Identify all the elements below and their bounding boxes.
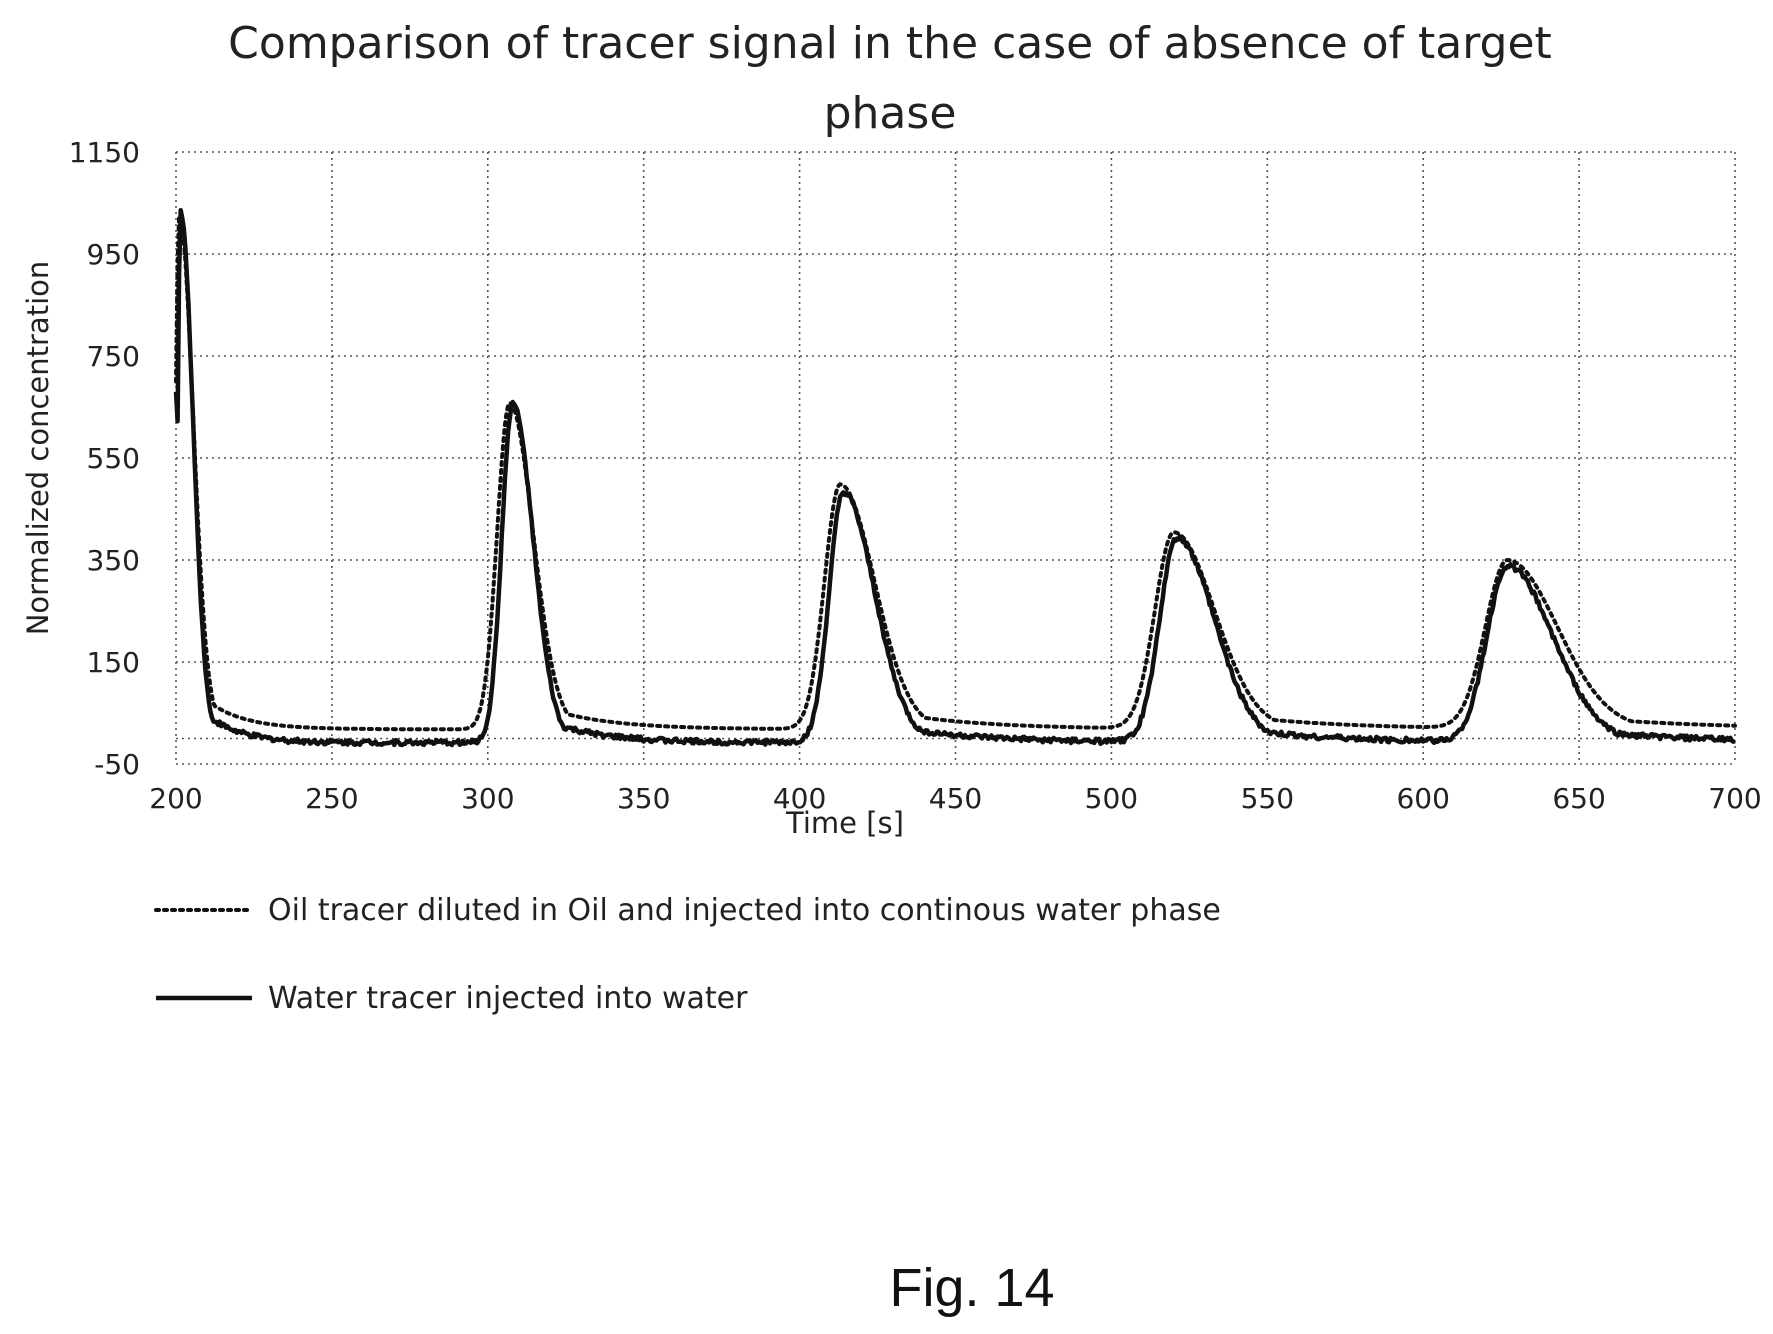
- x-tick-label: 550: [1241, 782, 1294, 815]
- grid: [175, 151, 1736, 765]
- chart-title-line-1: Comparison of tracer signal in the case …: [228, 18, 1552, 69]
- legend-label-water-tracer: Water tracer injected into water: [268, 981, 748, 1016]
- x-tick-label: 400: [773, 782, 826, 815]
- y-axis-label: Normalized concentration: [21, 261, 55, 636]
- x-tick-label: 200: [149, 782, 202, 815]
- y-tick-label: 750: [87, 340, 140, 373]
- y-tick-label: 550: [87, 442, 140, 475]
- x-tick-label: 450: [929, 782, 982, 815]
- x-tick-label: 300: [461, 782, 514, 815]
- x-tick-label: 350: [617, 782, 670, 815]
- legend-label-oil-tracer: Oil tracer diluted in Oil and injected i…: [268, 893, 1221, 928]
- y-tick-label: 950: [87, 238, 140, 271]
- x-tick-labels: 200 250 300 350 400 450 500 550 600 650 700: [149, 782, 1761, 815]
- x-axis-label: Time [s]: [785, 806, 904, 840]
- y-tick-label: -50: [94, 748, 140, 781]
- series-line-water-tracer: [173, 208, 1736, 748]
- figure-caption: Fig. 14: [889, 1258, 1054, 1318]
- x-tick-label: 650: [1552, 782, 1605, 815]
- chart-title-line-2: phase: [824, 88, 957, 139]
- series: [173, 208, 1737, 748]
- y-tick-label: 1150: [69, 136, 140, 169]
- x-tick-label: 600: [1396, 782, 1449, 815]
- y-tick-label: 150: [87, 646, 140, 679]
- y-tick-label: 350: [87, 544, 140, 577]
- series-line-oil-tracer: [174, 209, 1737, 732]
- legend: Oil tracer diluted in Oil and injected i…: [154, 893, 1221, 1016]
- y-tick-labels: 1150 950 750 550 350 150 -50: [69, 136, 140, 781]
- x-tick-label: 500: [1085, 782, 1138, 815]
- chart-title: Comparison of tracer signal in the case …: [228, 18, 1552, 140]
- x-tick-label: 250: [305, 782, 358, 815]
- x-tick-label: 700: [1708, 782, 1761, 815]
